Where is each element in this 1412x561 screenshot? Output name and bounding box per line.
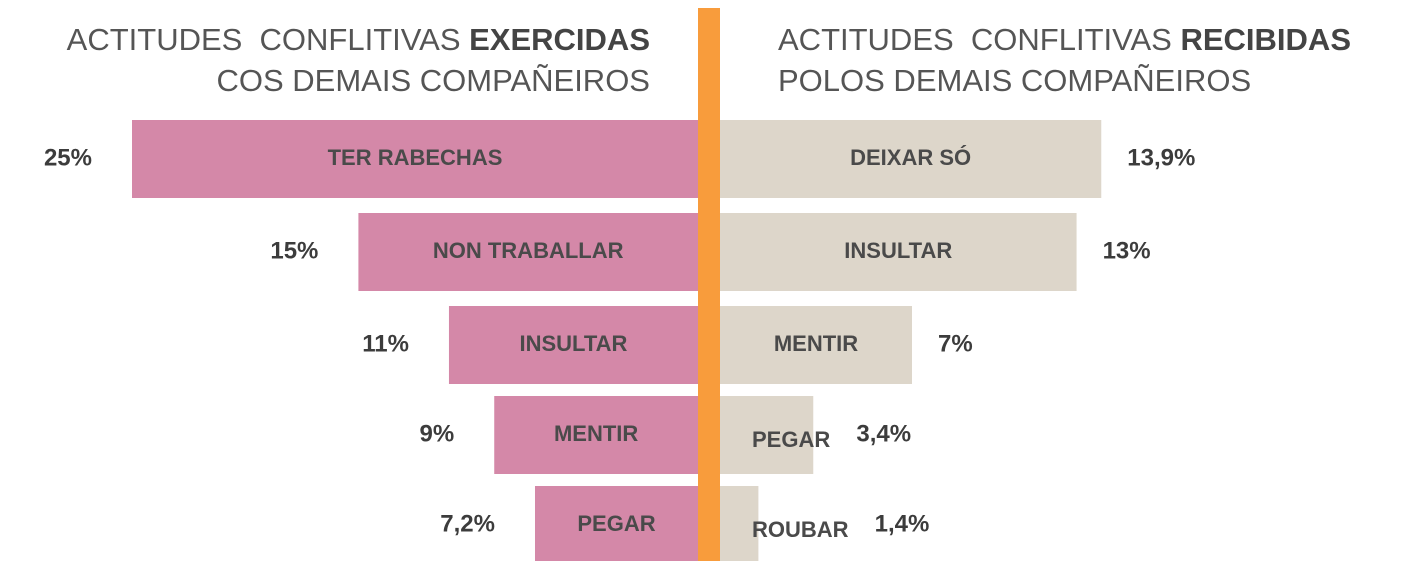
category-label: NON TRABALLAR (433, 238, 624, 263)
category-label: MENTIR (554, 421, 638, 446)
title-text: ACTITUDES CONFLITIVAS (67, 22, 469, 57)
category-label: INSULTAR (844, 238, 952, 263)
category-label: PEGAR (752, 427, 830, 452)
title-text: ACTITUDES CONFLITIVAS (778, 22, 1180, 57)
category-label: TER RABECHAS (328, 145, 503, 170)
right-title: ACTITUDES CONFLITIVAS RECIBIDAS (778, 22, 1351, 57)
category-label: PEGAR (577, 511, 655, 536)
category-label: ROUBAR (752, 517, 849, 542)
bar (494, 396, 698, 474)
left-title: ACTITUDES CONFLITIVAS EXERCIDAS (67, 22, 650, 57)
title-emphasis: EXERCIDAS (469, 22, 650, 57)
bar (720, 396, 814, 474)
value-label: 13,9% (1127, 144, 1195, 171)
bar (132, 120, 698, 198)
value-label: 7% (938, 330, 973, 357)
value-label: 25% (44, 144, 92, 171)
category-label: DEIXAR SÓ (850, 145, 971, 170)
category-label: MENTIR (774, 331, 858, 356)
bar (720, 120, 1102, 198)
category-label: INSULTAR (520, 331, 628, 356)
bar (448, 306, 698, 384)
value-label: 13% (1103, 237, 1151, 264)
bar (720, 486, 759, 561)
bar (534, 486, 698, 561)
value-label: 9% (420, 420, 455, 447)
value-label: 15% (270, 237, 318, 264)
left-subtitle: COS DEMAIS COMPAÑEIROS (217, 63, 651, 98)
value-label: 1,4% (875, 510, 930, 537)
title-emphasis: RECIBIDAS (1180, 22, 1351, 57)
value-label: 3,4% (856, 420, 911, 447)
bar (720, 213, 1077, 291)
bar (358, 213, 698, 291)
divider (698, 8, 720, 561)
value-label: 11% (362, 330, 409, 357)
right-subtitle: POLOS DEMAIS COMPAÑEIROS (778, 63, 1251, 98)
bar (720, 306, 912, 384)
value-label: 7,2% (440, 510, 495, 537)
